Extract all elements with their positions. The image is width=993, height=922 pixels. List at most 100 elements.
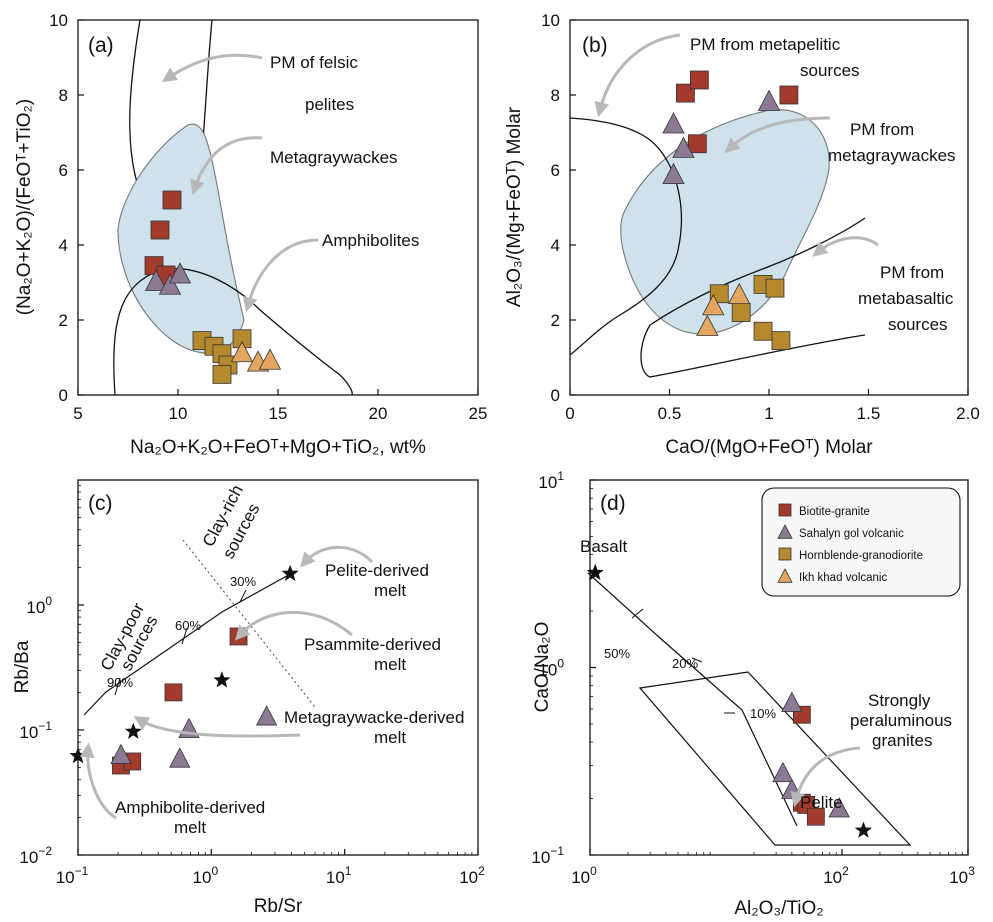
ann-10pct-d: 10%	[750, 706, 776, 721]
panel-a: (a) PM of felsic pelites Metagraywackes …	[14, 11, 487, 458]
ann-60pct: 60%	[175, 618, 201, 633]
sahalyn-gol-volcanic-point	[158, 273, 182, 295]
ann-felsic-2: pelites	[305, 95, 354, 114]
ann-pelite-d: Pelite	[800, 793, 843, 812]
end-member-star	[281, 564, 299, 581]
x-tick-label: 102	[459, 864, 485, 887]
x-axis-label-c: Rb/Sr	[254, 896, 303, 917]
hornblende-granodiorite-point	[731, 303, 751, 322]
y-tick-label: 6	[59, 161, 68, 180]
y-axis-label-c: Rb/Ba	[12, 640, 33, 693]
x-tick-label: 102	[823, 864, 849, 887]
sahalyn-gol-volcanic-point	[828, 797, 850, 818]
x-tick-label: 10	[169, 404, 188, 423]
y-ticks-b: 0 2 4 6 8 10	[541, 11, 576, 405]
end-member-star	[124, 722, 142, 739]
y-tick-label: 6	[551, 161, 560, 180]
sahalyn-gol-volcanic-point	[110, 743, 132, 764]
ann-metagraywackes-1: PM from	[850, 120, 914, 139]
biotite-granite-point	[164, 683, 183, 702]
biotite-granite-point	[687, 134, 707, 154]
arrow-amphibolite	[242, 238, 319, 313]
legend-marker	[778, 547, 792, 561]
arrow-metagraywacke	[190, 136, 263, 196]
tick-20	[691, 657, 703, 663]
sahalyn-gol-volcanic-point	[781, 691, 803, 712]
sahalyn-gol-volcanic-point	[256, 705, 278, 726]
arrow-metagraywackes	[724, 116, 831, 154]
y-tick-label: 10−2	[19, 844, 52, 867]
y-tick-label: 0	[551, 386, 560, 405]
sahalyn-gol-volcanic-point	[144, 269, 168, 291]
biotite-granite-point	[150, 220, 170, 240]
x-ticks-a: 5 10 15 20 25	[73, 389, 487, 423]
x-tick-label: 100	[571, 864, 597, 887]
sahalyn-gol-volcanic-point	[672, 136, 695, 158]
legend-marker	[777, 568, 793, 583]
clay-divider	[182, 539, 316, 708]
panel-c: (c) Clay-poor sources Clay-rich sources …	[12, 479, 485, 917]
end-member-star	[586, 563, 604, 581]
hornblende-granodiorite-point	[753, 321, 773, 341]
x-tick-label: 1.5	[857, 404, 881, 423]
arrow-metagraywacke-c	[133, 716, 301, 738]
y-tick-label: 100	[26, 594, 52, 617]
biotite-granite-point	[779, 85, 799, 105]
biotite-granite-point	[162, 190, 182, 210]
ann-metagraywacke: Metagraywackes	[270, 148, 398, 167]
biotite-granite-point	[676, 83, 695, 103]
legend: Biotite-granite Sahalyn gol volcanic Hornb…	[777, 503, 923, 584]
arrow-amphibolite-c	[79, 742, 117, 820]
ann-metapelitic-1: PM from metapelitic	[690, 35, 841, 54]
sahalyn-gol-volcanic-point	[168, 262, 192, 284]
biotite-granite-point	[689, 70, 709, 90]
y-tick-label: 4	[59, 236, 68, 255]
y-tick-label: 2	[551, 311, 560, 330]
metabasaltic-boundary	[640, 217, 866, 378]
ann-amphibolite-c-1: Amphibolite-derived	[115, 798, 265, 817]
ann-metabasaltic-2: metabasaltic	[858, 289, 954, 308]
ann-amphibolite: Amphibolites	[322, 231, 419, 250]
x-tick-label: 2.0	[956, 404, 980, 423]
arrow-psammite	[235, 611, 353, 641]
legend-marker	[777, 524, 793, 539]
ann-metapelitic-2: sources	[800, 61, 860, 80]
y-tick-label: 10	[49, 11, 68, 30]
x-tick-label: 5	[73, 404, 82, 423]
arrow-metapelitic	[594, 33, 681, 118]
hornblende-granodiorite-point	[765, 278, 785, 298]
x-tick-label: 25	[469, 404, 488, 423]
ann-spg-2: peraluminous	[850, 711, 952, 730]
tick-50	[631, 608, 644, 619]
data-points-b	[662, 70, 799, 351]
x-tick-label: 103	[949, 864, 975, 887]
y-axis-label-a: (Na₂O+K₂O)/(FeOᵀ+TiO₂)	[14, 99, 35, 316]
ann-metagraywackes-2: metagraywackes	[828, 146, 956, 165]
panel-d: Biotite-granite Sahalyn gol volcanic Hornb…	[531, 469, 975, 919]
panel-letter-c: (c)	[88, 492, 113, 515]
hornblende-granodiorite-point	[771, 331, 791, 351]
spg-field	[638, 671, 912, 846]
ann-50pct-d: 50%	[604, 646, 630, 661]
sahalyn-gol-volcanic-point	[662, 162, 685, 185]
y-tick-label: 2	[59, 311, 68, 330]
y-tick-label: 10−1	[19, 719, 52, 742]
data-points-a	[144, 190, 282, 384]
arrow-felsic	[161, 53, 263, 83]
x-ticks-b: 0 0.5 1 1.5 2.0	[565, 389, 980, 423]
x-axis-label-b: CaO/(MgO+FeOᵀ) Molar	[665, 437, 873, 458]
panel-b: (b) PM from metapelitic sources PM from …	[504, 11, 980, 458]
ann-amphibolite-c-2: melt	[174, 818, 206, 837]
mixing-line-d	[587, 572, 798, 827]
metapelitic-boundary	[569, 117, 683, 356]
ann-spg-3: granites	[872, 731, 932, 750]
mixing-line-c	[83, 572, 293, 716]
end-member-star	[854, 821, 872, 838]
arrow-pelite	[300, 545, 374, 568]
legend-box	[761, 487, 961, 597]
arrow-spg	[790, 746, 861, 808]
biotite-granite-point	[806, 807, 825, 826]
x-tick-label: 15	[269, 404, 288, 423]
legend-marker	[778, 503, 792, 517]
